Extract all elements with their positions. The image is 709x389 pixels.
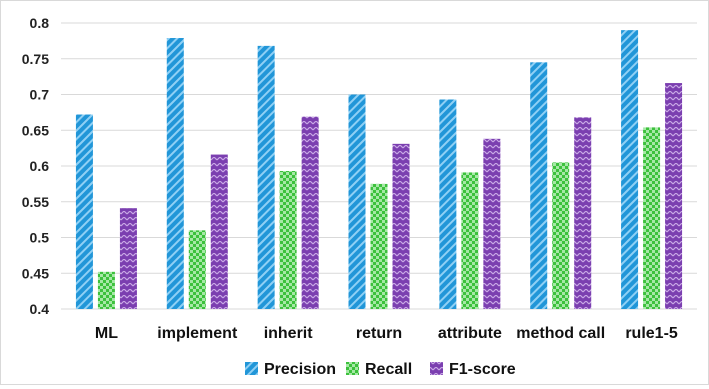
x-tick-label: inherit: [264, 325, 314, 342]
bar-precision-3: [348, 94, 366, 309]
bars: [75, 30, 683, 310]
legend-swatch: [245, 362, 258, 375]
bar-recall-1: [188, 230, 206, 309]
bar-f1-score-2: [301, 116, 319, 309]
bar-f1-score-1: [210, 154, 228, 309]
y-tick-label: 0.45: [22, 265, 49, 281]
bar-precision-6: [621, 30, 639, 310]
bar-f1-score-0: [119, 208, 137, 309]
bar-precision-5: [530, 62, 548, 310]
bar-precision-0: [75, 114, 93, 310]
x-tick-label: rule1-5: [625, 325, 678, 342]
x-axis-labels: ML implement inherit return attribute method …: [95, 325, 678, 342]
legend-label: Recall: [365, 361, 412, 378]
y-tick-label: 0.8: [30, 15, 50, 31]
y-tick-label: 0.5: [30, 230, 50, 246]
bar-precision-2: [257, 45, 275, 309]
y-tick-label: 0.55: [22, 194, 49, 210]
bar-f1-score-3: [392, 143, 410, 309]
bar-f1-score-5: [574, 117, 592, 309]
legend-swatch: [430, 362, 443, 375]
x-tick-label: method call: [516, 325, 605, 342]
x-tick-label: return: [356, 325, 402, 342]
x-tick-label: ML: [95, 325, 118, 342]
y-axis-ticks: 0.4 0.45 0.5 0.55 0.6 0.65 0.7 0.75 0.8: [22, 15, 49, 317]
bar-f1-score-6: [665, 83, 683, 309]
y-tick-label: 0.6: [30, 158, 50, 174]
legend-label: Precision: [264, 361, 336, 378]
legend-label: F1-score: [449, 361, 516, 378]
bar-recall-6: [643, 127, 661, 309]
bar-recall-2: [279, 171, 297, 309]
y-tick-label: 0.4: [30, 301, 50, 317]
legend-swatch: [346, 362, 359, 375]
bar-recall-4: [461, 172, 479, 309]
bar-f1-score-4: [483, 138, 501, 309]
bar-recall-5: [552, 162, 570, 309]
bar-precision-4: [439, 99, 457, 309]
y-tick-label: 0.7: [30, 87, 50, 103]
x-tick-label: attribute: [438, 325, 502, 342]
bar-recall-3: [370, 183, 388, 309]
legend: Precision Recall F1-score: [245, 361, 516, 378]
x-tick-label: implement: [157, 325, 238, 342]
bar-recall-0: [97, 271, 115, 309]
y-tick-label: 0.75: [22, 51, 49, 67]
bar-precision-1: [166, 38, 184, 309]
y-tick-label: 0.65: [22, 122, 49, 138]
